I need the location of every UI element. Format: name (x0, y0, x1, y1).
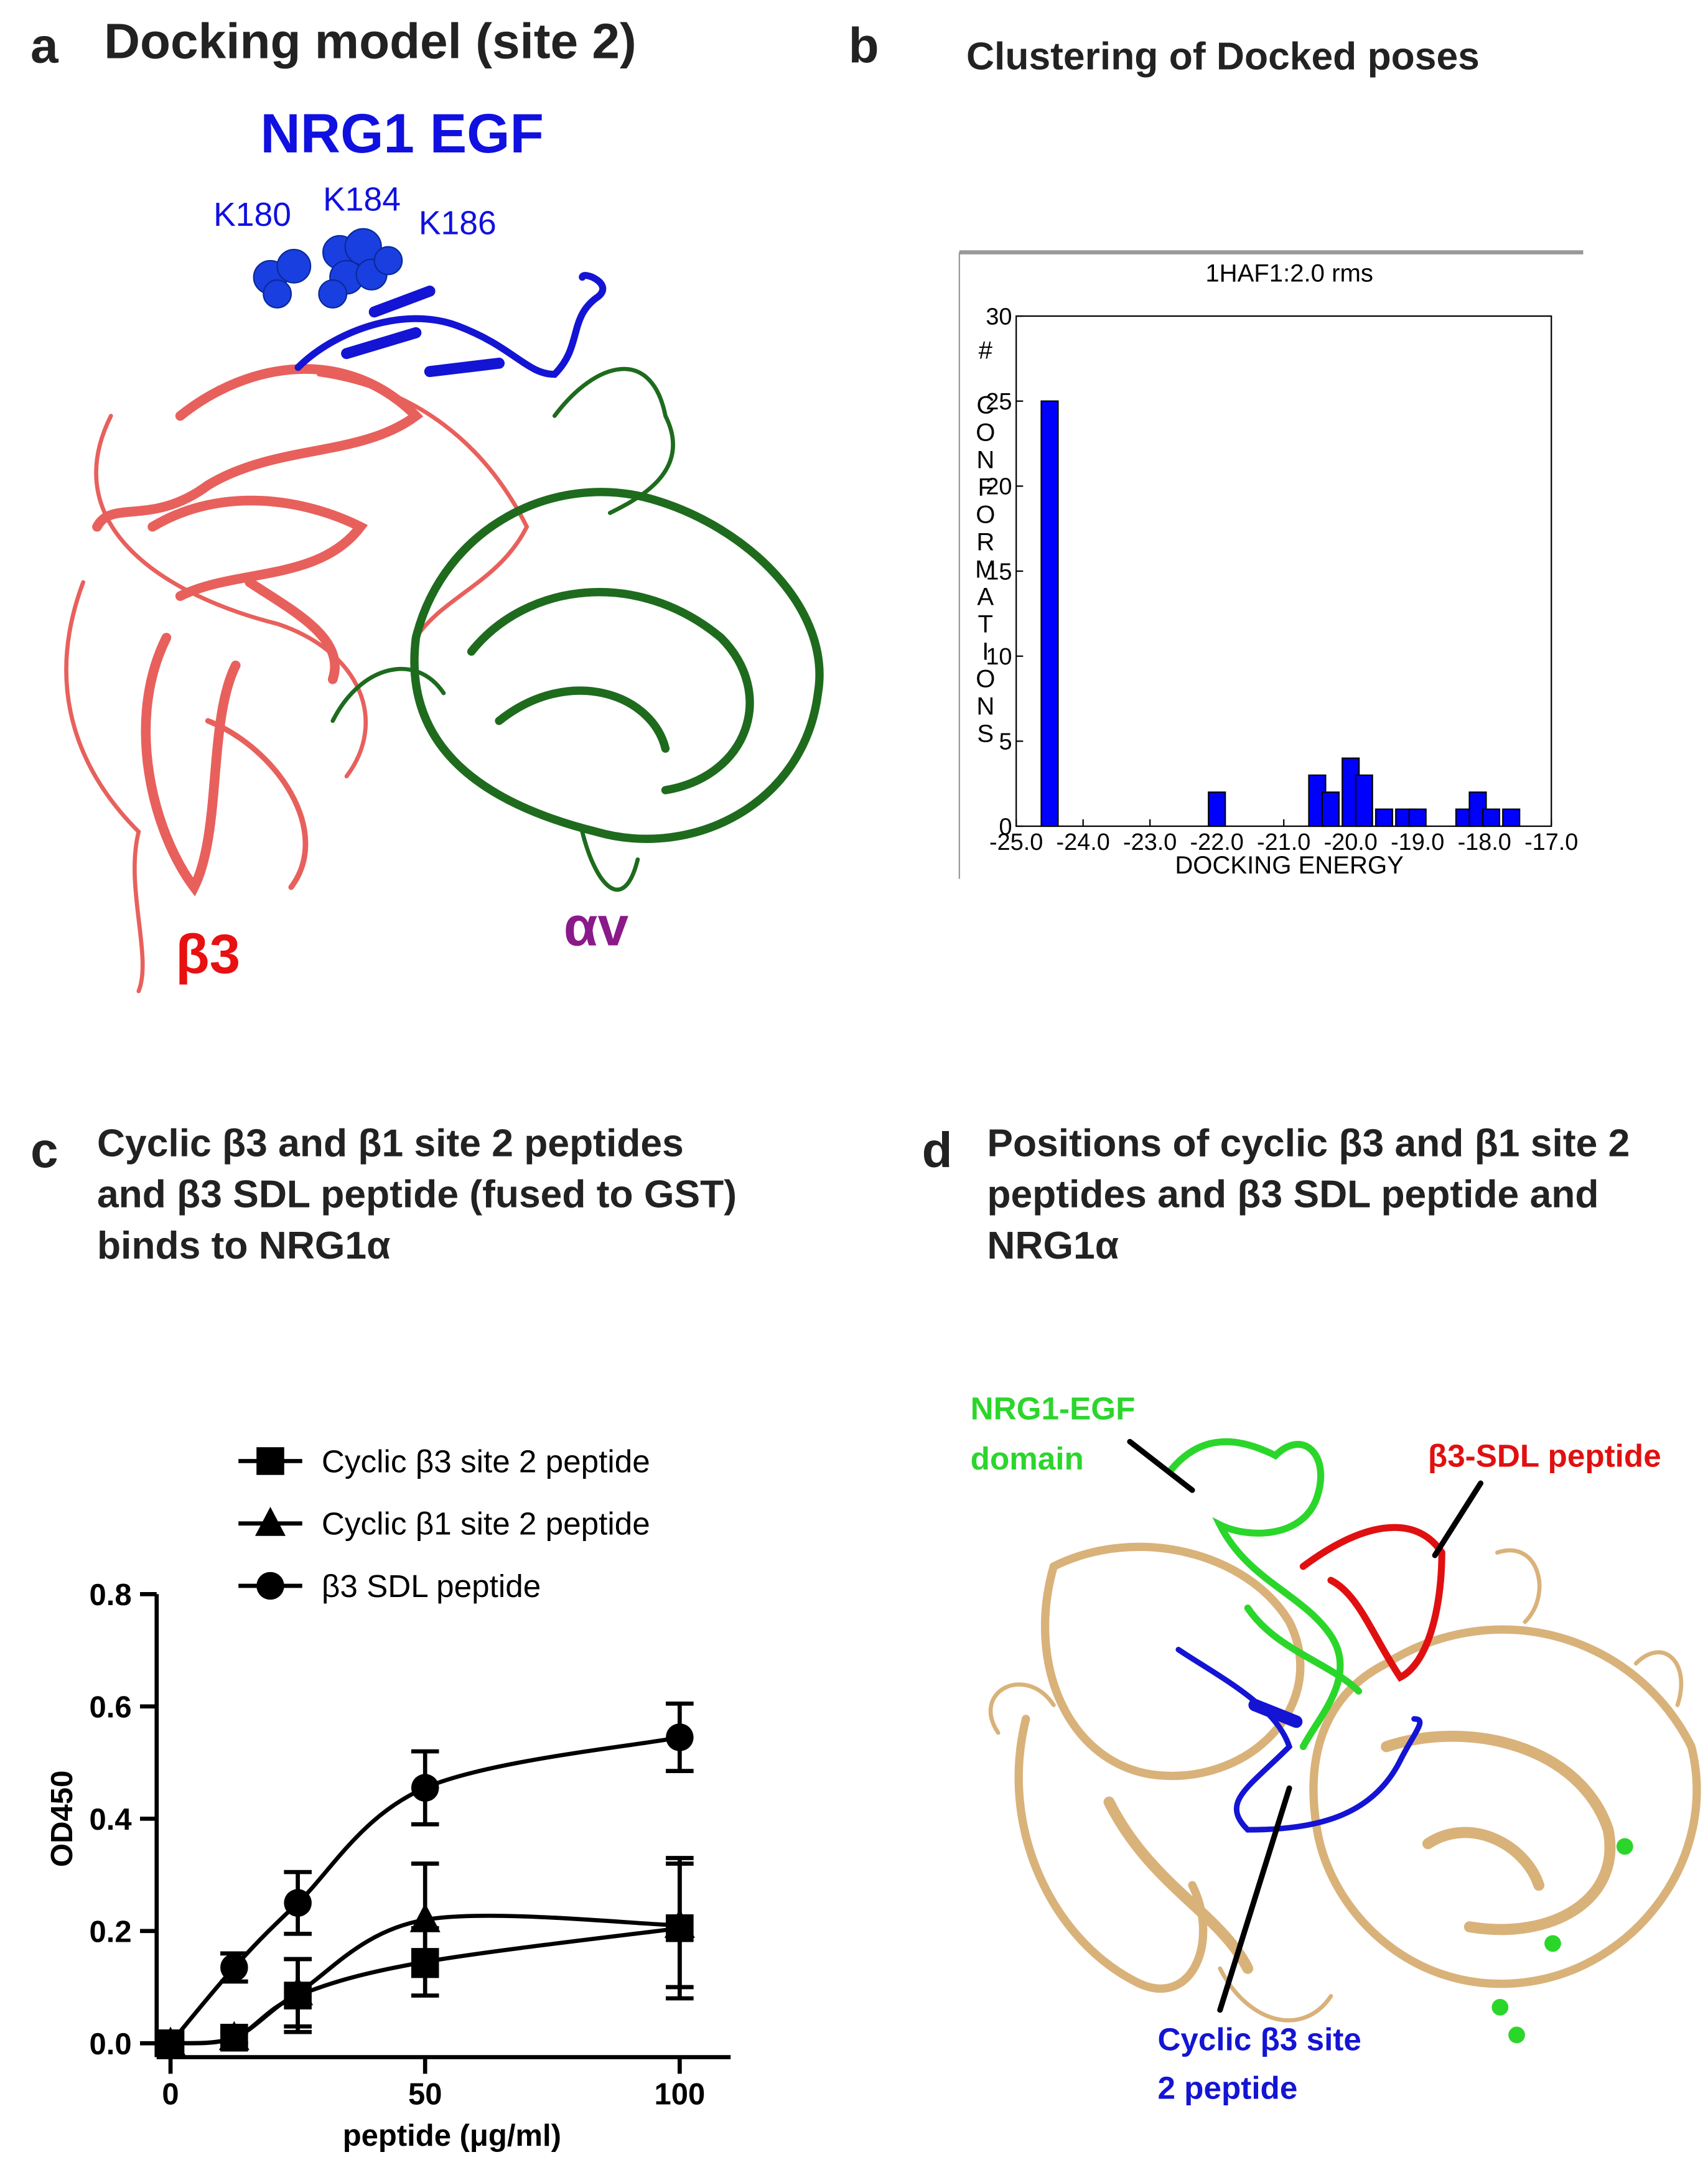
x-tick-label: -22.0 (1190, 829, 1244, 855)
y-tick-label: 0.4 (90, 1803, 132, 1837)
panel-title: Docking model (site 2) (104, 13, 637, 69)
legend-label: Cyclic β3 site 2 peptide (322, 1443, 650, 1479)
x-tick-label: -24.0 (1057, 829, 1110, 855)
cyclic-label: 2 peptide (1157, 2070, 1297, 2105)
x-tick-label: -20.0 (1324, 829, 1378, 855)
legend-label: β3 SDL peptide (322, 1568, 541, 1604)
y-tick-label: 10 (986, 644, 1012, 670)
y-axis-label: OD450 (45, 1771, 79, 1867)
panel-title: Cyclic β3 and β1 site 2 peptides (97, 1122, 684, 1165)
bar (1408, 808, 1427, 827)
bar (1040, 400, 1059, 827)
residue-label: K186 (419, 205, 497, 242)
x-tick-label: 50 (408, 2077, 442, 2111)
marker (156, 2029, 185, 2057)
panel-letter: c (30, 1122, 58, 1178)
x-tick-label: 0 (162, 2077, 179, 2111)
alpha-label: αv (564, 895, 629, 957)
marker (282, 1976, 314, 2006)
y-tick-label: 0.6 (90, 1691, 132, 1725)
cyclic-label: Cyclic β3 site (1157, 2021, 1361, 2057)
marker (666, 1723, 694, 1751)
x-tick-label: -17.0 (1524, 829, 1578, 855)
y-tick-label: 30 (986, 304, 1012, 330)
beta-label: β3 (175, 923, 240, 985)
y-tick-label: 15 (986, 559, 1012, 585)
y-tick-label: 25 (986, 389, 1012, 415)
bar (1208, 791, 1226, 827)
panel-title: Positions of cyclic β3 and β1 site 2 (987, 1122, 1630, 1165)
bar (1321, 791, 1340, 827)
marker (664, 1909, 695, 1938)
panel-title: peptides and β3 SDL peptide and (987, 1173, 1598, 1216)
panel-title: NRG1α (987, 1224, 1119, 1267)
panel-title: binds to NRG1α (97, 1224, 391, 1267)
x-tick-label: -23.0 (1123, 829, 1177, 855)
marker (409, 1903, 441, 1932)
ligand-label: NRG1 EGF (260, 102, 544, 164)
x-tick-label: -25.0 (989, 829, 1043, 855)
x-tick-label: -19.0 (1391, 829, 1444, 855)
protein-illustration (64, 228, 824, 994)
x-tick-label: -18.0 (1458, 829, 1511, 855)
bar (1482, 808, 1501, 827)
series-line (169, 1735, 681, 2045)
y-tick-label: 0 (999, 814, 1012, 840)
panel-letter: d (922, 1122, 953, 1178)
legend-label: Cyclic β1 site 2 peptide (322, 1506, 650, 1542)
y-tick-label: 0.0 (90, 2028, 132, 2061)
panel-letter: a (30, 17, 59, 73)
bar (1374, 808, 1394, 827)
panel-title: Clustering of Docked poses (966, 35, 1480, 78)
y-tick-label: 20 (986, 474, 1012, 500)
x-tick-label: 100 (654, 2077, 705, 2111)
legend-marker (256, 1572, 284, 1600)
y-axis-label: # CONFORMATIONS (972, 337, 999, 747)
marker (411, 1774, 439, 1802)
panel-letter: b (849, 17, 879, 73)
x-axis-label: DOCKING ENERGY (1175, 852, 1404, 879)
marker (218, 2021, 250, 2051)
plot-title: 1HAF1:2.0 rms (1205, 259, 1373, 287)
bar (1355, 774, 1373, 827)
marker (220, 1954, 248, 1982)
x-axis-label: peptide (μg/ml) (343, 2119, 561, 2153)
protein-illustration (988, 1438, 1701, 2044)
sdl-label: β3-SDL peptide (1428, 1438, 1661, 1473)
residue-label: K180 (213, 197, 291, 233)
y-tick-label: 0.2 (90, 1916, 132, 1949)
panel-title: and β3 SDL peptide (fused to GST) (97, 1173, 737, 1216)
egf-label: NRG1-EGF (971, 1391, 1136, 1427)
legend-marker (256, 1447, 284, 1475)
y-tick-label: 0.8 (90, 1578, 132, 1612)
legend-marker (254, 1506, 286, 1536)
residue-label: K184 (323, 182, 401, 218)
x-tick-label: -21.0 (1257, 829, 1310, 855)
egf-label: domain (971, 1441, 1084, 1476)
bar (1502, 808, 1521, 827)
y-tick-label: 5 (999, 729, 1012, 755)
plot-frame (1015, 315, 1552, 827)
marker (284, 1889, 312, 1917)
